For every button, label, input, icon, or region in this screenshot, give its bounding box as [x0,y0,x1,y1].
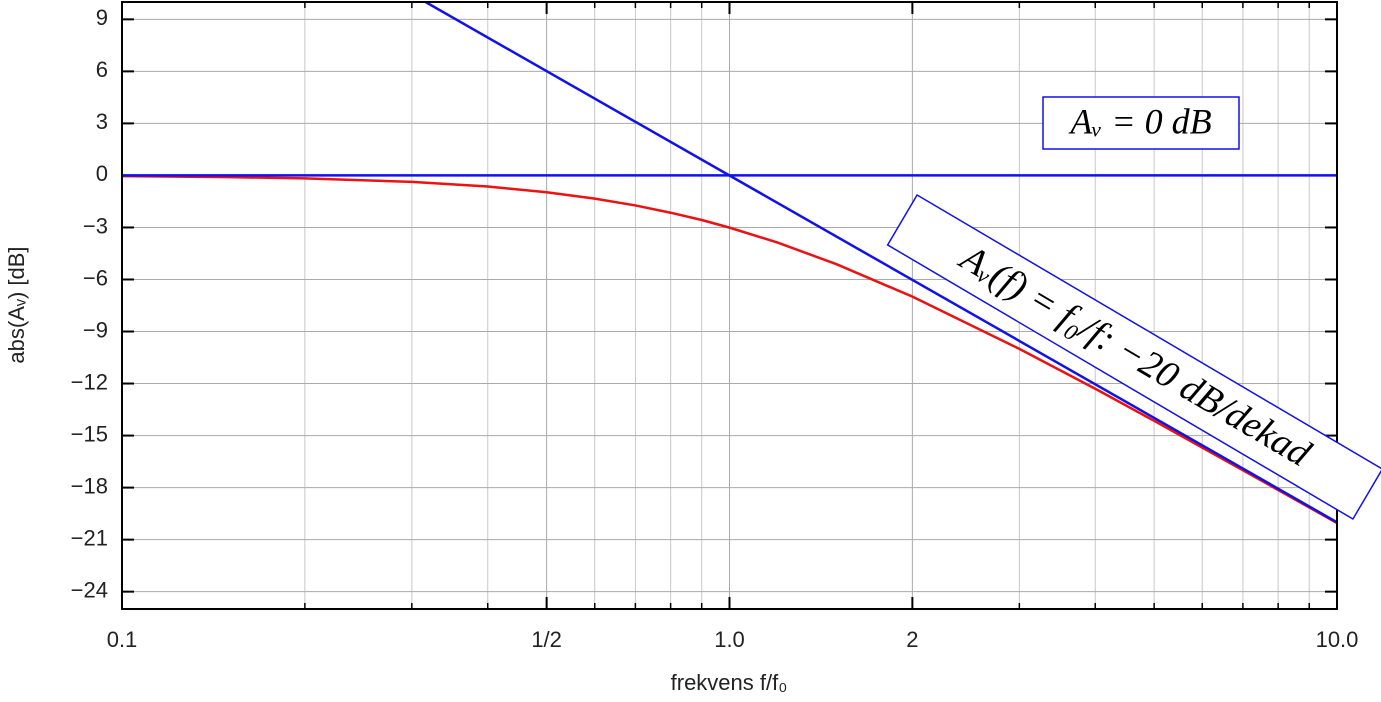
y-tick-label: −12 [71,369,108,394]
annotation-box [1042,96,1240,150]
y-tick-label: −21 [71,525,108,550]
annotation-text: Aᵥ(f) = f₀/f: −20 dB/dekad [951,235,1319,475]
data-line [122,174,1337,525]
y-tick-label: 3 [96,109,108,134]
annotation-box [886,193,1381,521]
data-line [424,2,1337,524]
y-tick-label: −18 [71,473,108,498]
plot-frame [121,1,1338,610]
annotation: Aᵥ = 0 dB [1042,96,1240,150]
x-tick-label: 2 [906,627,918,652]
y-tick-label: 9 [96,5,108,30]
y-tick-label: −9 [83,317,108,342]
y-tick-label: −3 [83,213,108,238]
y-tick-label: −6 [83,265,108,290]
y-tick-label: −15 [71,421,108,446]
x-axis-label: frekvens f/f₀ [671,670,788,695]
x-tick-label: 1.0 [714,627,745,652]
y-axis-label: abs(Aᵥ) [dB] [4,246,29,363]
x-tick-label: 1/2 [531,627,562,652]
y-tick-label: −24 [71,577,108,602]
annotation: Aᵥ(f) = f₀/f: −20 dB/dekad [886,193,1381,521]
y-tick-label: 6 [96,57,108,82]
y-tick-label: 0 [96,161,108,186]
x-tick-label: 10.0 [1316,627,1359,652]
annotation-text: Aᵥ = 0 dB [1068,101,1211,141]
x-tick-label: 0.1 [107,627,138,652]
